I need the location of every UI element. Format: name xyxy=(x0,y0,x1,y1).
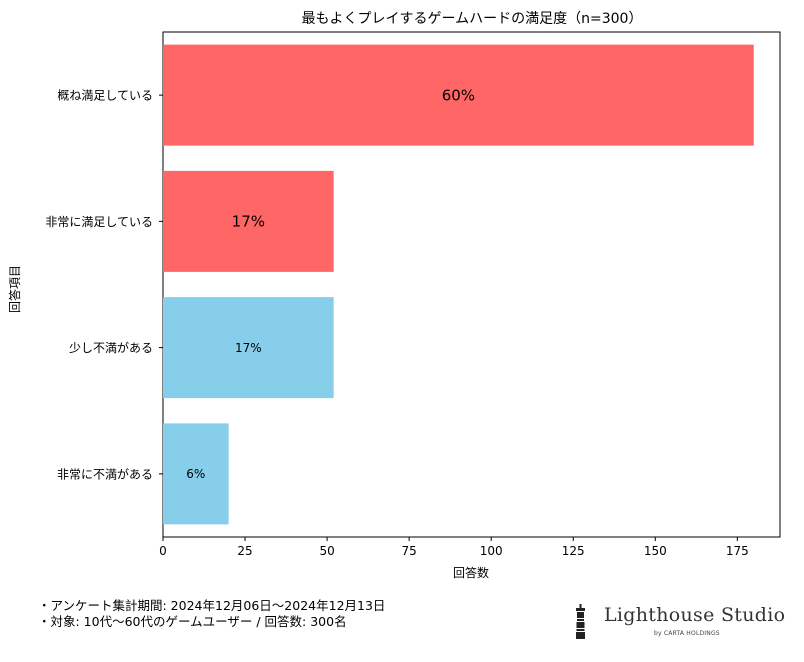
x-tick-label: 150 xyxy=(644,544,667,558)
bar-value-label: 17% xyxy=(235,341,262,355)
x-tick-label: 0 xyxy=(159,544,167,558)
bar-value-label: 60% xyxy=(442,86,475,104)
x-tick-label: 125 xyxy=(562,544,585,558)
y-category-label: 概ね満足している xyxy=(57,89,153,103)
footnote-target: ・対象: 10代〜60代のゲームユーザー / 回答数: 300名 xyxy=(38,614,347,629)
bar-chart: 最もよくプレイするゲームハードの満足度（n=300） 60% 17% 17% 6% 0… xyxy=(7,11,781,580)
y-category-label: 非常に不満がある xyxy=(57,466,153,481)
bar-2 xyxy=(163,297,334,399)
bar-1 xyxy=(163,170,334,272)
bar-value-label: 6% xyxy=(186,467,205,481)
plot-frame xyxy=(162,31,781,538)
bar-value-label: 17% xyxy=(232,213,265,231)
x-tick-label: 175 xyxy=(726,544,749,558)
x-axis-label: 回答数 xyxy=(453,565,489,580)
y-axis-label: 回答項目 xyxy=(7,265,22,313)
x-tick-label: 100 xyxy=(480,544,503,558)
x-tick-label: 25 xyxy=(237,544,252,558)
y-category-label: 非常に満足している xyxy=(45,215,153,229)
chart-title: 最もよくプレイするゲームハードの満足度（n=300） xyxy=(302,11,643,27)
x-tick-label: 75 xyxy=(402,544,417,558)
logo-subtitle: by CARTA HOLDINGS xyxy=(654,630,720,637)
y-category-label: 少し不満がある xyxy=(69,340,153,355)
bar-0 xyxy=(163,44,754,146)
footnotes: ・アンケート集計期間: 2024年12月06日〜2024年12月13日 ・対象:… xyxy=(38,598,385,630)
x-tick-label: 50 xyxy=(319,544,334,558)
lighthouse-icon xyxy=(576,604,585,639)
logo-name: Lighthouse Studio xyxy=(604,604,786,626)
footnote-period: ・アンケート集計期間: 2024年12月06日〜2024年12月13日 xyxy=(38,598,386,613)
company-logo: Lighthouse Studio by CARTA HOLDINGS xyxy=(572,604,792,644)
bar-3 xyxy=(163,423,229,525)
